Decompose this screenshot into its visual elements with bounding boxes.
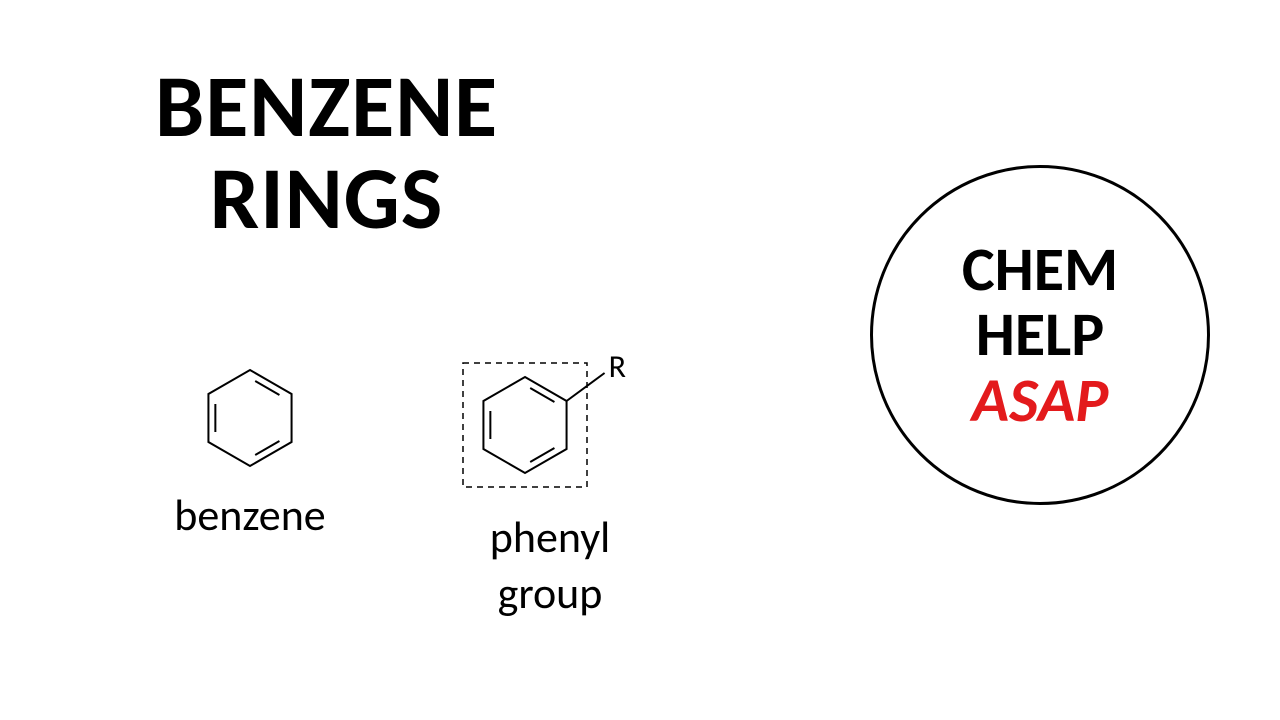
logo-line-asap: ASAP bbox=[972, 368, 1109, 433]
benzene-hexagon-icon bbox=[180, 358, 320, 478]
phenyl-structure: R phenyl group bbox=[420, 340, 680, 618]
svg-text:R: R bbox=[609, 347, 626, 386]
phenyl-label-line1: phenyl bbox=[420, 513, 680, 561]
chem-help-asap-logo: CHEM HELP ASAP bbox=[870, 165, 1210, 505]
page-title: BENZENE RINGS bbox=[155, 60, 498, 245]
logo-line-chem: CHEM bbox=[962, 237, 1118, 302]
phenyl-hexagon-icon: R bbox=[440, 340, 660, 500]
title-line2: RINGS bbox=[155, 152, 498, 244]
logo-line-help: HELP bbox=[976, 302, 1105, 367]
benzene-label: benzene bbox=[150, 491, 350, 539]
phenyl-label-line2: group bbox=[420, 569, 680, 617]
benzene-structure: benzene bbox=[150, 358, 350, 539]
title-line1: BENZENE bbox=[155, 60, 498, 152]
